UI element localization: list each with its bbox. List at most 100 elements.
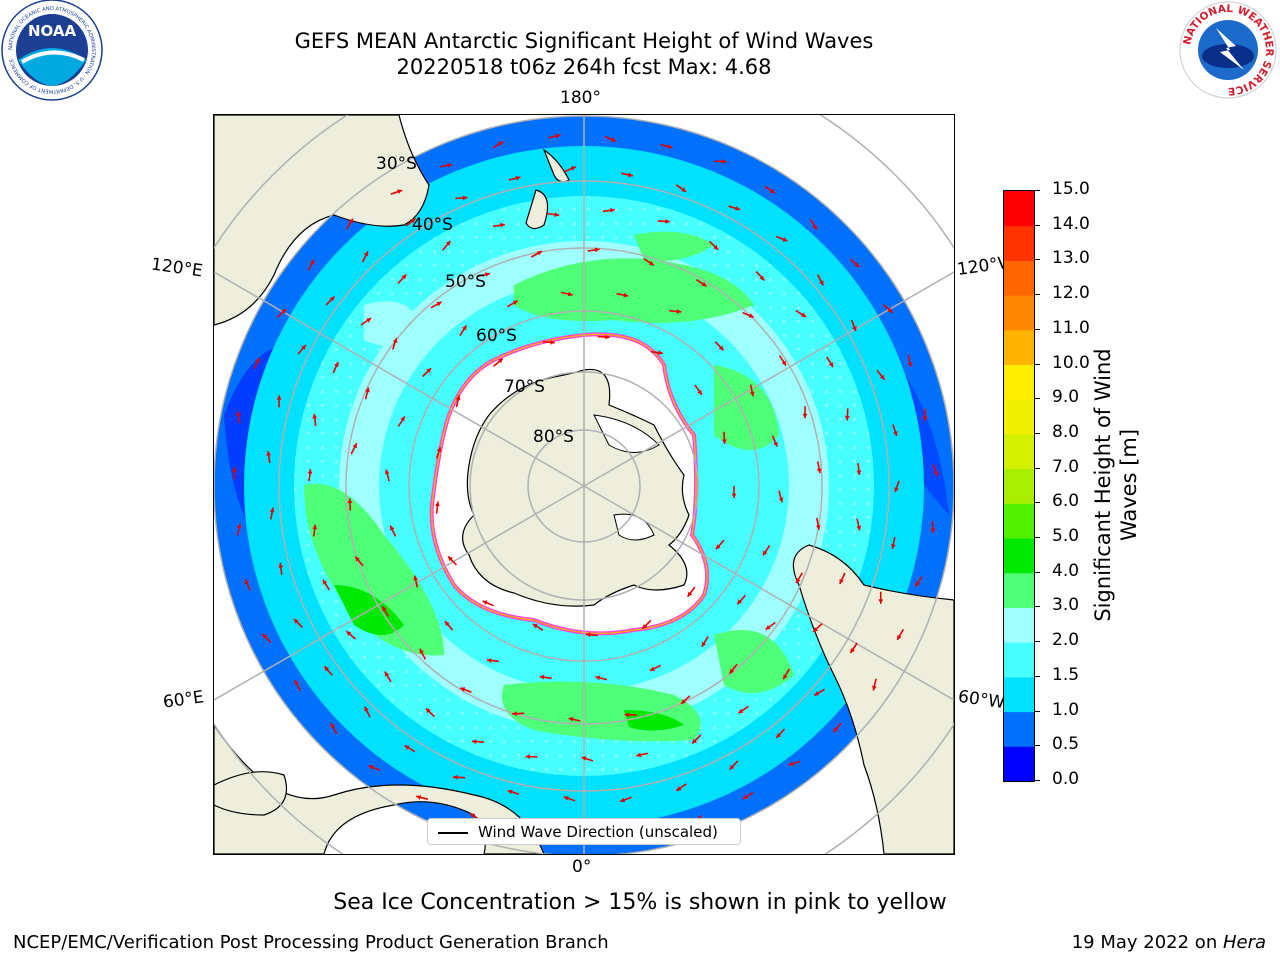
wave-arrow-head: [839, 578, 844, 584]
wave-arrow-head: [262, 634, 268, 639]
colorbar-svg: [1004, 191, 1034, 782]
footer-date: 19 May 2022 on Hera: [1072, 932, 1266, 953]
wave-arrow-head: [623, 292, 629, 298]
wave-arrow-head: [894, 487, 899, 493]
map-panel: 30°S 40°S 50°S 60°S 70°S 80°S: [213, 114, 955, 855]
wave-arrow-head: [324, 666, 330, 672]
colorbar-tick-mark: [1034, 398, 1040, 400]
colorbar-segment: [1004, 538, 1034, 574]
colorbar-segment: [1004, 329, 1034, 366]
lat-label-40s: 40°S: [412, 215, 453, 235]
lon-label-60e: 60°E: [161, 687, 206, 713]
wave-arrow-head: [309, 259, 314, 265]
wave-arrow-head: [365, 387, 370, 393]
wave-arrow-head: [729, 668, 735, 674]
wave-arrow-head: [769, 188, 775, 193]
wave-arrow-head: [930, 528, 936, 533]
wave-arrow-head: [852, 326, 857, 332]
colorbar-tick-label: 1.5: [1052, 664, 1080, 685]
wave-arrow-head: [628, 172, 633, 178]
wave-arrow-head: [796, 578, 801, 583]
wave-arrow-head: [445, 240, 451, 246]
wave-arrow-head: [515, 175, 521, 181]
wave-arrow-head: [307, 469, 313, 474]
colorbar-label-line2: Waves [m]: [1117, 428, 1141, 542]
wave-arrow-head: [444, 621, 450, 627]
wave-arrow-head: [828, 362, 834, 368]
colorbar-tick-mark: [1034, 710, 1040, 712]
wave-arrow-head: [563, 796, 569, 801]
sea-ice-note: Sea Ice Concentration > 15% is shown in …: [333, 890, 947, 915]
wave-arrow-head: [801, 312, 807, 317]
colorbar-tick-label: 8.0: [1052, 421, 1080, 442]
wave-arrow-head: [266, 451, 271, 456]
wave-arrow-head: [605, 334, 610, 340]
lon-label-120e: 120°E: [149, 254, 204, 282]
wave-arrow-head: [738, 708, 744, 714]
wave-arrow-head: [624, 712, 630, 718]
wave-arrow-head: [636, 752, 642, 758]
colorbar-tick-mark: [1034, 259, 1040, 261]
wave-arrow-head: [281, 309, 287, 314]
wave-arrow-head: [856, 470, 862, 475]
colorbar-tick-mark: [1034, 641, 1040, 643]
colorbar: [1003, 190, 1035, 782]
wave-arrow-head: [716, 544, 721, 550]
wave-arrow-head: [462, 325, 467, 331]
wave-arrow-head: [581, 756, 587, 761]
wave-arrow-head: [312, 413, 318, 419]
colorbar-segment: [1004, 746, 1034, 782]
wave-arrow-head: [933, 471, 939, 476]
wave-arrow-head: [762, 550, 768, 556]
wave-arrow-head: [610, 208, 615, 213]
wave-arrow-head: [482, 600, 488, 605]
wave-arrow-head: [236, 411, 241, 416]
wave-arrow-head: [773, 441, 778, 447]
wave-arrow-head: [448, 556, 453, 562]
colorbar-tick-label: 12.0: [1052, 283, 1090, 304]
colorbar-tick-label: 9.0: [1052, 387, 1080, 408]
wave-arrow-head: [729, 764, 735, 770]
colorbar-tick-mark: [1034, 537, 1040, 539]
colorbar-tick-label: 2.0: [1052, 630, 1080, 651]
wave-arrow-head: [658, 350, 663, 355]
wave-arrow-head: [382, 606, 387, 612]
wave-arrow-head: [550, 339, 555, 345]
colorbar-tick-label: 3.0: [1052, 595, 1080, 616]
wave-arrow-head: [348, 218, 353, 224]
wave-arrow-head: [293, 619, 299, 624]
wave-arrow-head: [893, 431, 898, 436]
wave-arrow-head: [812, 224, 817, 230]
wave-arrow-head: [692, 738, 697, 744]
wave-arrow-head: [833, 727, 839, 733]
footer-branch: NCEP/EMC/Verification Post Processing Pr…: [13, 932, 609, 953]
wave-arrow-head: [887, 308, 893, 313]
colorbar-tick-label: 1.0: [1052, 699, 1080, 720]
wave-arrow-head: [642, 624, 648, 629]
chart-title: GEFS MEAN Antarctic Significant Height o…: [294, 29, 874, 53]
wave-arrow-head: [759, 275, 765, 281]
wave-arrow-head: [648, 260, 654, 266]
colorbar-segment: [1004, 503, 1034, 539]
wave-arrow-head: [701, 281, 707, 287]
wave-arrow-head: [788, 761, 794, 766]
wave-arrow-head: [334, 362, 339, 367]
wave-arrow-head: [697, 389, 702, 395]
colorbar-tick-mark: [1034, 432, 1040, 434]
wave-arrow-head: [498, 141, 504, 146]
wave-arrow-head: [891, 544, 896, 549]
colorbar-tick-label: 10.0: [1052, 352, 1090, 373]
wave-arrow-head: [269, 507, 275, 513]
wave-arrow-head: [665, 219, 670, 224]
colorbar-tick-mark: [1034, 467, 1040, 469]
colorbar-tick-label: 13.0: [1052, 248, 1090, 269]
wave-arrow-head: [329, 296, 335, 302]
wave-arrow-head: [816, 468, 822, 474]
wave-arrow-head: [748, 313, 754, 318]
wave-arrow-head: [255, 357, 260, 363]
wave-arrow-head: [231, 467, 237, 472]
wave-arrow-head: [854, 262, 860, 268]
colorbar-tick-mark: [1034, 780, 1040, 781]
wave-arrow-head: [462, 195, 468, 201]
wave-arrow-head: [410, 218, 416, 224]
